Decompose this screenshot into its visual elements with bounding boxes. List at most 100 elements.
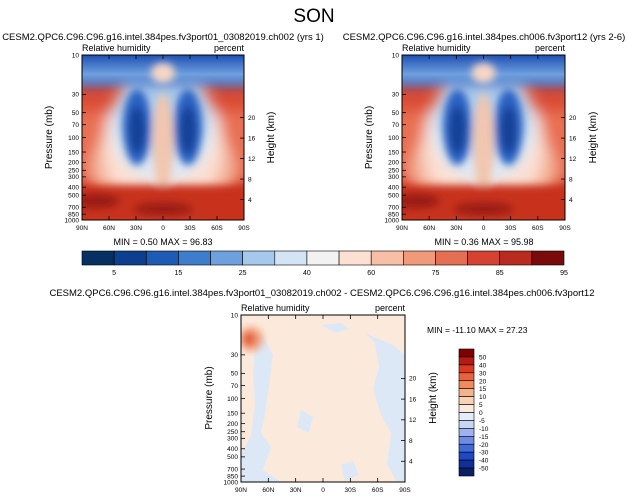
rh-colorbar-box (403, 250, 436, 266)
panel-2-ytick-right-label: 4 (569, 197, 573, 204)
panel-2-axes: 90N 60N 30N 0 30S 60S 90S 10 30 50 70 100 150 2002503… (385, 52, 577, 232)
rh-colorbar-label: 85 (496, 270, 504, 277)
diff-colorbar-label: -20 (479, 442, 489, 449)
diff-colorbar-box (458, 348, 475, 358)
panel-3-xtick-label: 0 (321, 487, 325, 494)
diff-colorbar-label: -40 (479, 458, 489, 465)
panel-1-title: CESM2.QPC6.C96.C96.g16.intel.384pes.fv3p… (2, 32, 324, 43)
panel-2-xtick-label: 30N (450, 225, 462, 232)
panel-1-ytick-right-label: 20 (248, 115, 256, 122)
panel-2-ytick-label: 30 (392, 92, 400, 99)
panel-3-ytick-label: 300 (227, 436, 238, 443)
rh-colorbar-box (178, 250, 211, 266)
panel-3-ytick-label: 150 (227, 411, 238, 418)
panel-3-ytick-right-label: 16 (409, 396, 417, 403)
panel-2-xtick-label: 90S (559, 225, 571, 232)
panel-1-ytick-label: 70 (72, 122, 80, 129)
diff-colorbar-box (458, 451, 475, 461)
rh-colorbar-box (210, 250, 243, 266)
diff-colorbar-label: 0 (479, 410, 483, 417)
panel-3-ytick-label: 30 (231, 352, 239, 359)
panel-1-xtick-label: 30N (130, 225, 142, 232)
panel-2-ytick-label: 150 (388, 149, 399, 156)
panel-3-xtick-label: 60S (372, 487, 384, 494)
panel-1-ytick-right-label: 16 (248, 135, 256, 142)
panel-1-ytick-label: 200 (68, 160, 79, 167)
diff-colorbar-label: -5 (479, 418, 485, 425)
rh-colorbar-box (467, 250, 501, 266)
rh-colorbar-box (242, 250, 276, 266)
rh-colorbar-label: 95 (560, 270, 568, 277)
panel-1-ytick-label: 100 (68, 135, 79, 142)
panel-2: CESM2.QPC6.C96.C96.g16.intel.384pes.ch00… (343, 32, 626, 247)
panel-2-ylabel-right: Height (km) (588, 112, 599, 164)
panel-2-title: CESM2.QPC6.C96.C96.g16.intel.384pes.ch00… (343, 32, 626, 43)
panel-2-ytick-label: 300 (388, 174, 399, 181)
panel-1-ylabel-right: Height (km) (266, 112, 277, 164)
panel-1-ytick-label: 250 (68, 168, 79, 175)
diff-colorbar-label: 5 (479, 402, 483, 409)
rh-colorbar-box (81, 250, 115, 266)
rh-colorbar-box (499, 250, 533, 266)
panel-1-ytick-label: 50 (72, 110, 80, 117)
panel-2-ytick-label: 50 (392, 110, 400, 117)
panel-2-ytick-label: 1000 (385, 217, 400, 224)
rh-colorbar: 5 15 25 40 60 75 85 95 (81, 250, 568, 277)
panel-2-ytick-right-label: 16 (569, 135, 577, 142)
panel-3-ytick-label: 500 (227, 454, 238, 461)
rh-colorbar-label: 75 (432, 270, 440, 277)
rh-colorbar-box (531, 250, 565, 266)
panel-2-xtick-label: 60S (532, 225, 544, 232)
panel-1-stats: MIN = 0.50 MAX = 96.83 (113, 237, 212, 247)
panel-2-ytick-label: 850 (388, 211, 399, 218)
panel-3-ytick-label: 400 (227, 446, 238, 453)
diff-colorbar-box (458, 459, 475, 469)
panel-3-ylabel: Pressure (mb) (204, 366, 215, 429)
panel-1-right-label: percent (214, 43, 245, 53)
panel-2-ytick-label: 70 (392, 122, 400, 129)
panel-2-ytick-label: 200 (388, 160, 399, 167)
rh-colorbar-box (338, 250, 372, 266)
panel-3-right-label: percent (375, 303, 406, 313)
panel-3-ytick-label: 700 (227, 466, 238, 473)
panel-3-xtick-label: 30S (345, 487, 357, 494)
panel-3-xtick-label: 60N (262, 487, 274, 494)
rh-colorbar-label: 60 (367, 270, 375, 277)
panel-3-ytick-label: 250 (227, 429, 238, 436)
panel-1-ytick-label: 700 (68, 205, 79, 212)
diff-colorbar-label: -10 (479, 426, 489, 433)
diff-colorbar-label: 50 (479, 354, 487, 361)
panel-3-ytick-right-label: 4 (409, 459, 413, 466)
panel-2-ylabel: Pressure (mb) (364, 106, 375, 169)
panel-2-field (401, 54, 566, 221)
panel-1-ytick-label: 500 (68, 192, 79, 199)
panel-1-ytick-right-label: 12 (248, 156, 256, 163)
panel-1-ytick-label: 150 (68, 149, 79, 156)
diff-colorbar-box (458, 364, 475, 374)
rh-colorbar-label: 15 (175, 270, 183, 277)
panel-3-axes: 90N 60N 30N 0 30S 60S 90S 10 30 50 70 100 150 2002503… (224, 312, 417, 494)
panel-1-xtick-label: 60S (211, 225, 223, 232)
panel-3-ytick-right-label: 8 (409, 438, 413, 445)
diff-colorbar-box (458, 396, 475, 405)
panel-1-ytick-label: 850 (68, 211, 79, 218)
rh-colorbar-label: 25 (239, 270, 247, 277)
panel-1-ytick-right-label: 4 (248, 197, 252, 204)
diff-colorbar-box (458, 467, 475, 477)
diff-colorbar-label: 20 (479, 378, 487, 385)
rh-colorbar-box (370, 250, 404, 266)
panel-2-ytick-right-label: 8 (569, 176, 573, 183)
diff-colorbar-label: 15 (479, 386, 487, 393)
panel-2-left-label: Relative humidity (402, 43, 471, 53)
panel-2-ytick-label: 250 (388, 168, 399, 175)
rh-colorbar-label: 5 (112, 270, 116, 277)
panel-3-stats: MIN = -11.10 MAX = 27.23 (427, 325, 528, 335)
rh-colorbar-label: 40 (303, 270, 311, 277)
panel-1-left-label: Relative humidity (82, 43, 151, 53)
panel-2-xtick-label: 0 (482, 225, 486, 232)
figure-suptitle: SON (293, 6, 334, 27)
diff-colorbar-box (458, 420, 475, 429)
panel-3-ytick-label: 70 (231, 383, 239, 390)
panel-3-ytick-right-label: 12 (409, 417, 417, 424)
panel-3-ytick-label: 10 (231, 312, 239, 319)
